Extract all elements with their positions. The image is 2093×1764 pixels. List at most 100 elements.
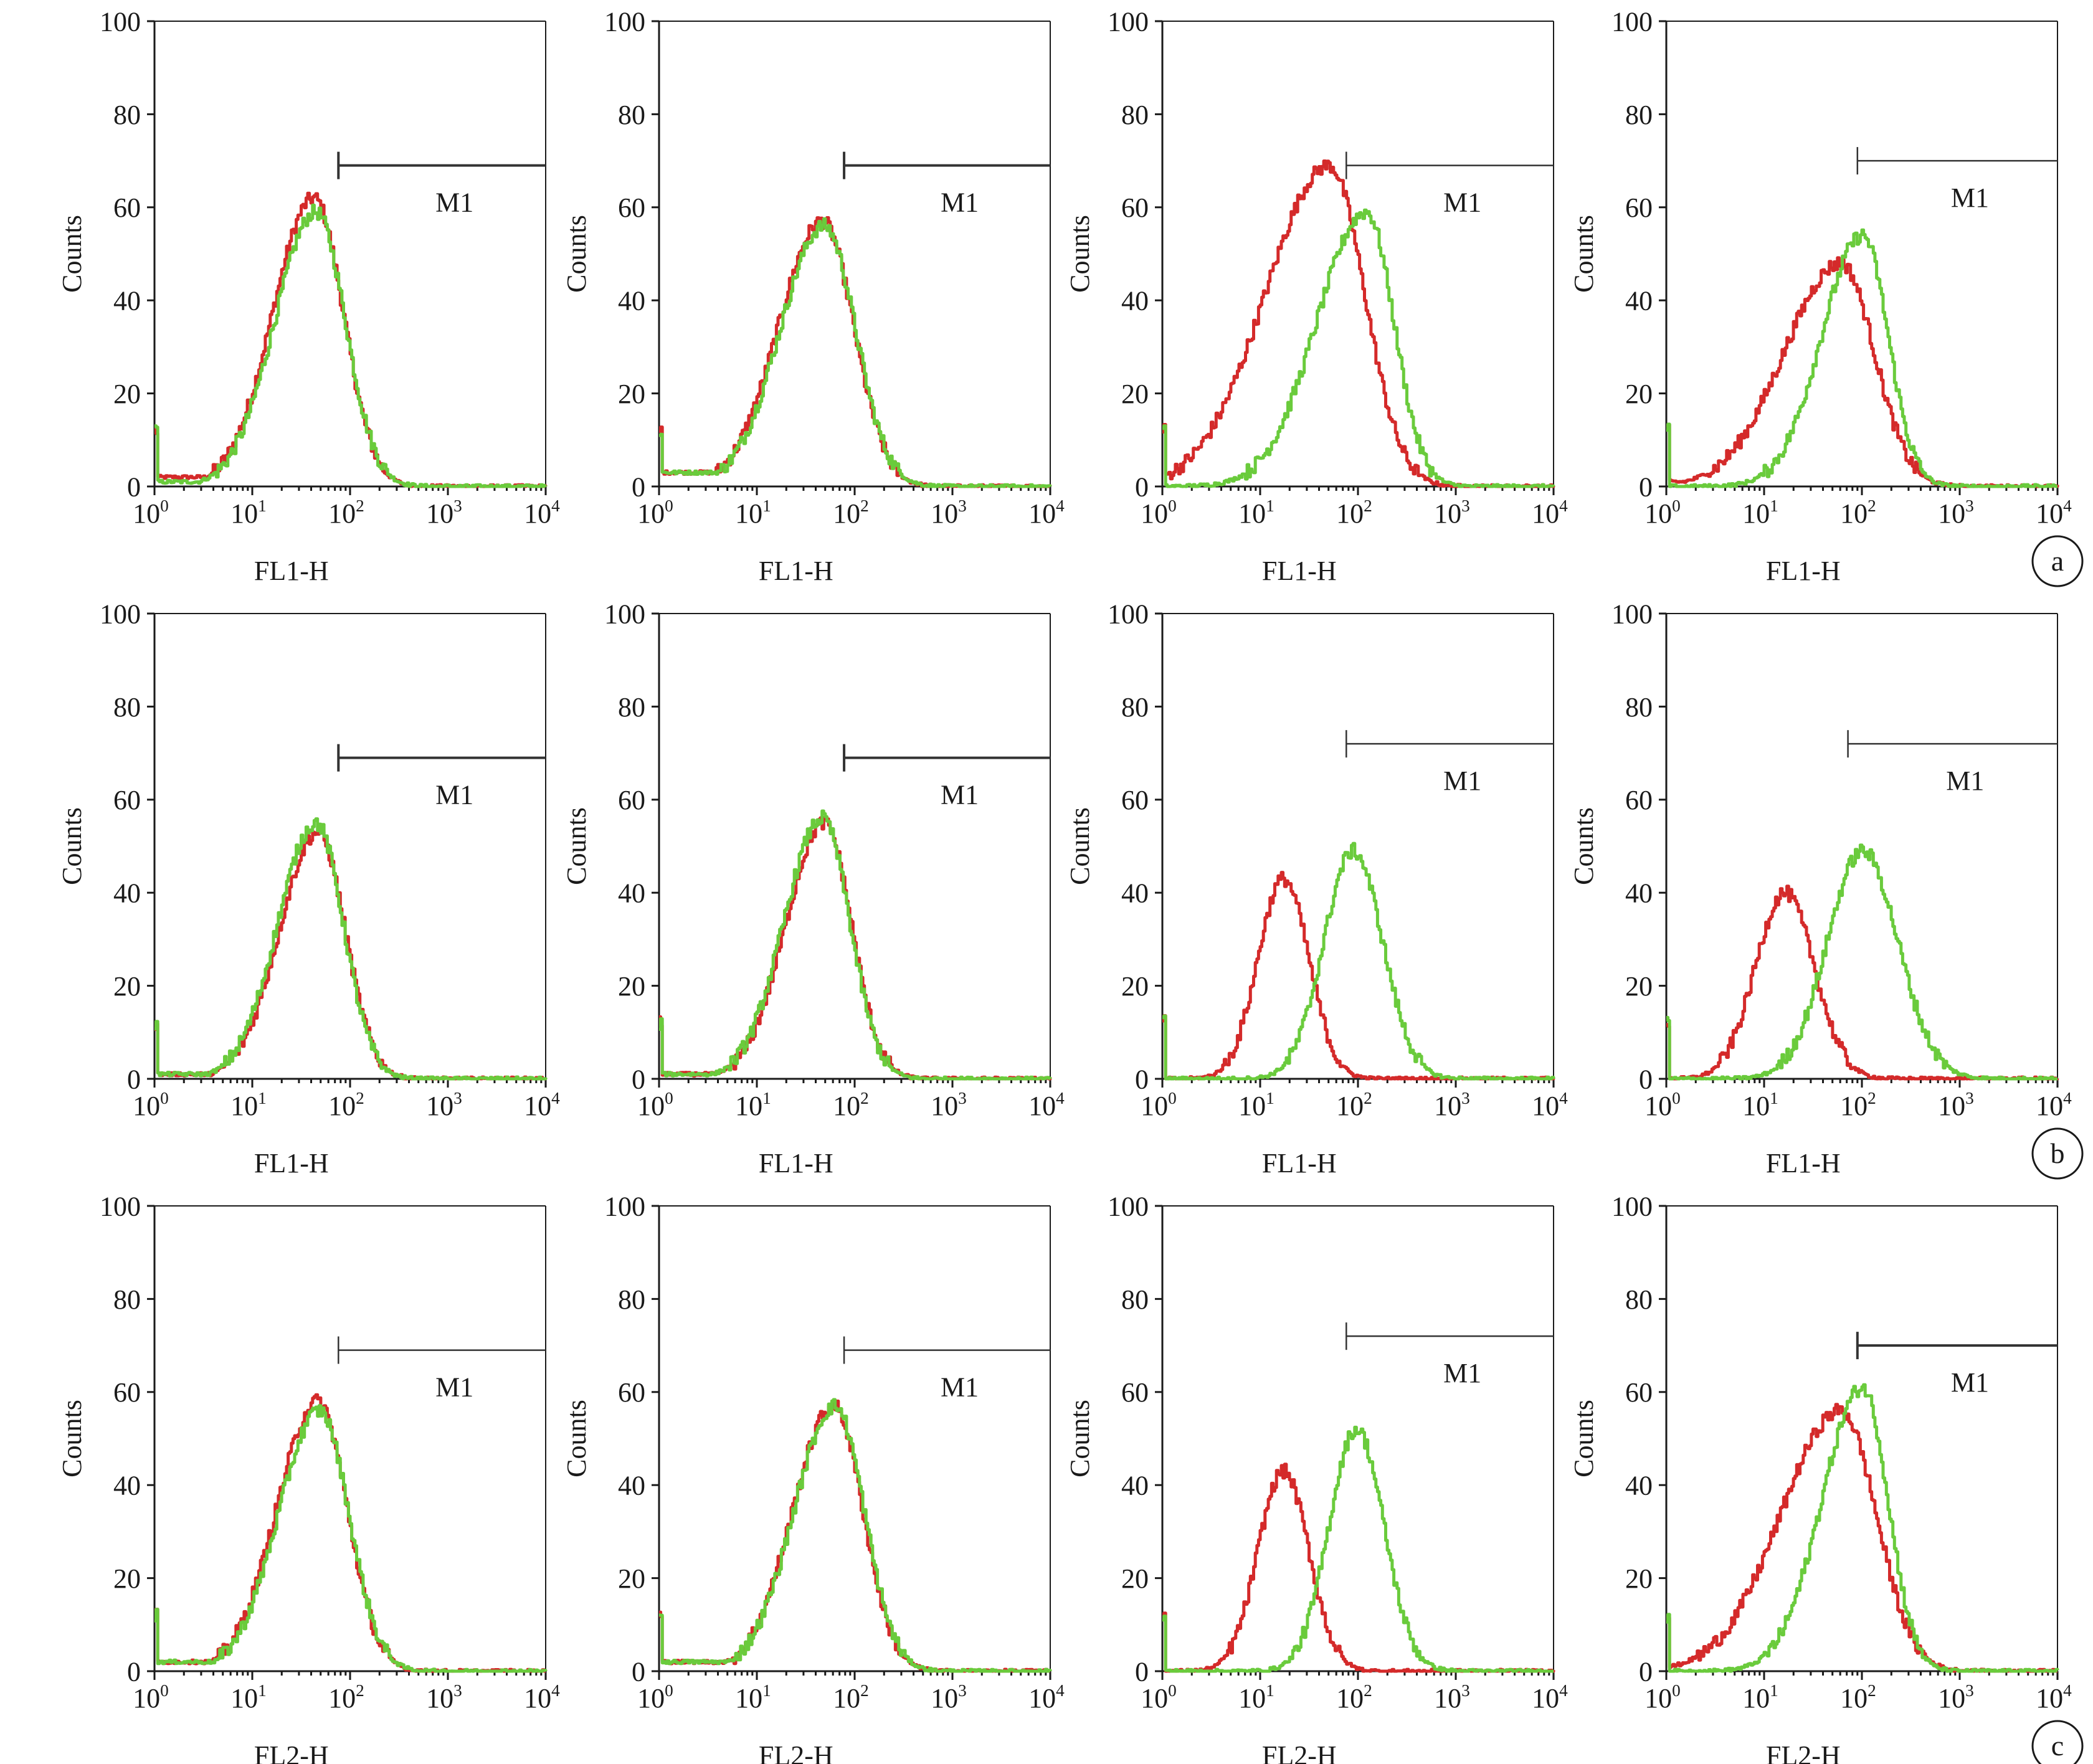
y-tick-label: 40 — [113, 878, 141, 909]
y-tick-label: 100 — [100, 6, 141, 37]
histogram-panel: 0 20 40 60 80 100 100 101 102 103 104 Counts FL1-H M1 — [561, 6, 1065, 586]
y-tick-label: 100 — [1611, 599, 1653, 629]
x-tick-label: 103 — [426, 1089, 462, 1121]
y-tick-label: 40 — [618, 286, 645, 316]
x-tick-label: 100 — [133, 496, 169, 529]
y-tick-label: 20 — [618, 971, 645, 1002]
green-histogram-series — [154, 1404, 548, 1673]
x-tick-label: 104 — [1532, 1089, 1568, 1121]
green-histogram-series — [154, 817, 548, 1081]
green-histogram-series — [1162, 842, 1555, 1081]
y-tick-label: 60 — [1625, 785, 1653, 815]
y-tick-label: 80 — [1625, 100, 1653, 130]
y-tick-label: 80 — [1121, 1284, 1149, 1315]
y-tick-label: 20 — [1625, 971, 1653, 1002]
x-tick-label: 102 — [328, 1681, 364, 1714]
y-tick-label: 80 — [113, 100, 141, 130]
y-tick-label: 20 — [113, 379, 141, 409]
x-tick-label: 103 — [931, 1681, 967, 1714]
x-tick-label: 103 — [1938, 1681, 1974, 1714]
x-tick-label: 104 — [524, 1089, 560, 1121]
histogram-panel: 0 20 40 60 80 100 100 101 102 103 104 Counts FL1-H M1 — [1569, 6, 2072, 586]
y-tick-label: 20 — [113, 971, 141, 1002]
y-tick-label: 20 — [1121, 1563, 1149, 1594]
y-tick-label: 0 — [127, 472, 141, 502]
y-tick-label: 80 — [113, 692, 141, 723]
y-tick-label: 40 — [1121, 878, 1149, 909]
y-tick-label: 100 — [604, 1191, 645, 1221]
x-tick-label: 103 — [1938, 496, 1974, 529]
histogram-panel: 0 20 40 60 80 100 100 101 102 103 104 Counts FL1-H M1 — [57, 6, 560, 586]
green-histogram-series — [659, 809, 1052, 1081]
m1-marker-label: M1 — [1951, 183, 1989, 213]
y-tick-label: 0 — [1135, 1064, 1149, 1094]
x-tick-label: 102 — [1336, 1681, 1372, 1714]
y-axis-label: Counts — [1065, 1400, 1095, 1477]
y-tick-label: 0 — [632, 1064, 645, 1094]
green-histogram-series — [1666, 1383, 2059, 1673]
x-tick-label: 104 — [524, 496, 560, 529]
red-histogram-series — [659, 216, 1052, 488]
m1-marker-label: M1 — [1443, 1358, 1481, 1388]
x-tick-label: 104 — [1028, 496, 1065, 529]
y-axis-label: Counts — [57, 1400, 87, 1477]
y-tick-label: 80 — [618, 1284, 645, 1315]
m1-marker-label: M1 — [1443, 187, 1481, 218]
panel-label-circle — [2031, 1127, 2084, 1180]
x-axis-label: FL2-H — [1766, 1740, 1841, 1764]
y-tick-label: 60 — [1121, 1377, 1149, 1408]
m1-marker-label: M1 — [1443, 766, 1481, 796]
x-tick-label: 104 — [2036, 1089, 2072, 1121]
y-axis-label: Counts — [57, 807, 87, 885]
red-histogram-series — [1162, 871, 1555, 1081]
x-axis-label: FL2-H — [1262, 1740, 1337, 1764]
histogram-panel: 0 20 40 60 80 100 100 101 102 103 104 Counts FL2-H M1 — [1569, 1191, 2072, 1764]
panel-label: c — [2051, 1730, 2064, 1762]
y-tick-label: 20 — [1121, 971, 1149, 1002]
m1-marker-label: M1 — [435, 1372, 473, 1403]
y-tick-label: 0 — [1135, 1656, 1149, 1687]
panel-label-circle — [2031, 535, 2084, 587]
green-histogram-series — [1162, 1425, 1554, 1673]
x-tick-label: 103 — [426, 496, 462, 529]
x-tick-label: 104 — [1028, 1681, 1065, 1714]
x-axis-label: FL1-H — [254, 556, 329, 586]
y-axis-label: Counts — [1569, 807, 1599, 885]
x-tick-label: 104 — [1532, 1681, 1568, 1714]
y-tick-label: 40 — [113, 286, 141, 316]
y-tick-label: 60 — [618, 192, 645, 223]
x-tick-label: 102 — [328, 1089, 364, 1121]
x-axis-label: FL2-H — [254, 1740, 329, 1764]
y-tick-label: 100 — [1611, 1191, 1653, 1221]
panel-label: a — [2051, 545, 2064, 577]
red-histogram-series — [659, 1398, 1052, 1673]
x-axis-label: FL1-H — [759, 556, 833, 586]
x-tick-label: 103 — [931, 1089, 967, 1121]
y-tick-label: 100 — [1108, 6, 1149, 37]
m1-marker-label: M1 — [435, 187, 473, 218]
y-tick-label: 0 — [632, 472, 645, 502]
x-tick-label: 101 — [230, 1681, 267, 1714]
panel-label: b — [2051, 1137, 2065, 1169]
x-tick-label: 102 — [1840, 1681, 1876, 1714]
x-tick-label: 100 — [133, 1681, 169, 1714]
y-tick-label: 20 — [113, 1563, 141, 1594]
red-histogram-series — [1162, 159, 1555, 488]
m1-marker-label: M1 — [941, 1372, 979, 1403]
y-tick-label: 100 — [604, 599, 645, 629]
x-tick-label: 100 — [637, 1681, 673, 1714]
x-tick-label: 101 — [1742, 496, 1778, 529]
y-tick-label: 60 — [618, 785, 645, 815]
y-tick-label: 0 — [1135, 472, 1149, 502]
y-tick-label: 60 — [618, 1377, 645, 1408]
x-tick-label: 104 — [2036, 1681, 2072, 1714]
y-axis-label: Counts — [561, 1400, 592, 1477]
x-tick-label: 100 — [1644, 1089, 1681, 1121]
y-tick-label: 100 — [1108, 599, 1149, 629]
x-tick-label: 102 — [328, 496, 364, 529]
y-axis-label: Counts — [1569, 215, 1599, 293]
red-histogram-series — [1666, 1403, 2057, 1673]
y-tick-label: 100 — [1108, 1191, 1149, 1221]
x-tick-label: 100 — [637, 1089, 673, 1121]
